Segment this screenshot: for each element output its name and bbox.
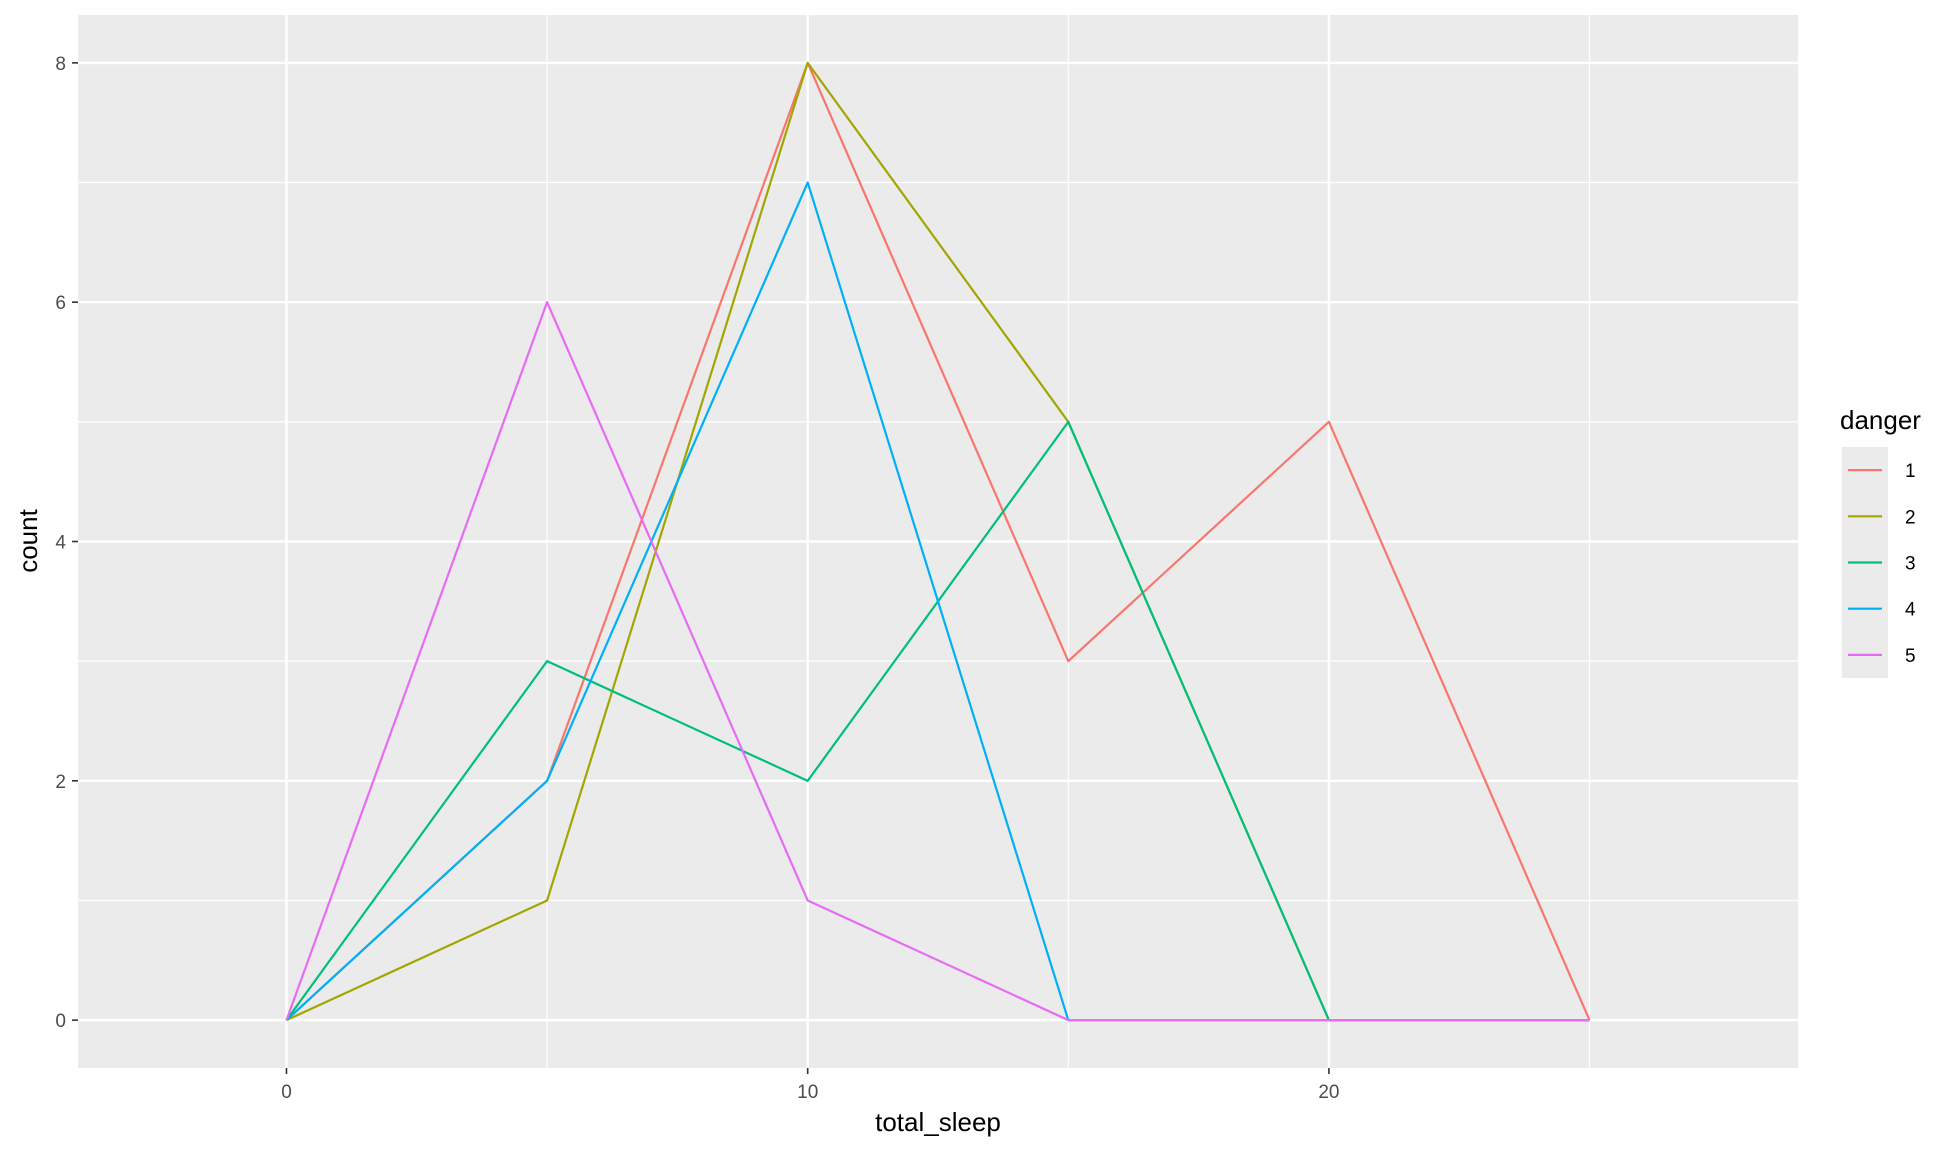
- x-axis-title: total_sleep: [875, 1107, 1001, 1137]
- legend-label-3: 3: [1905, 554, 1916, 575]
- legend-title: danger: [1840, 405, 1921, 435]
- y-axis-title: count: [13, 508, 43, 572]
- legend-label-2: 2: [1905, 507, 1916, 528]
- x-tick-label: 0: [281, 1082, 292, 1103]
- legend-label-1: 1: [1905, 461, 1916, 482]
- legend: danger 1 2 3 4 5: [1840, 405, 1921, 678]
- series-lines: [285, 61, 1591, 1022]
- y-tick-label: 4: [55, 533, 66, 554]
- x-tick-label: 10: [797, 1082, 818, 1103]
- y-tick-label: 2: [55, 772, 66, 793]
- y-tick-label: 6: [55, 293, 66, 314]
- legend-label-4: 4: [1905, 600, 1916, 621]
- x-tick-label: 20: [1318, 1082, 1339, 1103]
- axes: 0 10 20 0 2 4 6 8: [55, 54, 1339, 1103]
- legend-label-5: 5: [1905, 646, 1916, 667]
- y-tick-label: 0: [55, 1011, 66, 1032]
- series-line-5: [285, 301, 1590, 1022]
- y-tick-label: 8: [55, 54, 66, 75]
